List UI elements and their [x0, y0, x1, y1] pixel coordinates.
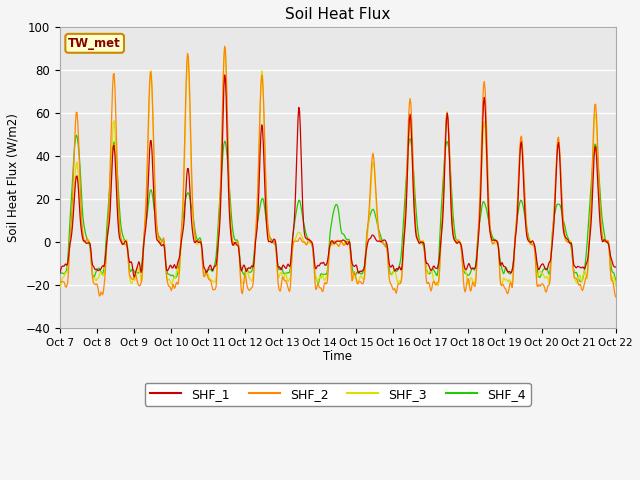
Title: Soil Heat Flux: Soil Heat Flux: [285, 7, 390, 22]
Text: TW_met: TW_met: [68, 37, 121, 50]
Y-axis label: Soil Heat Flux (W/m2): Soil Heat Flux (W/m2): [7, 113, 20, 242]
Legend: SHF_1, SHF_2, SHF_3, SHF_4: SHF_1, SHF_2, SHF_3, SHF_4: [145, 383, 531, 406]
X-axis label: Time: Time: [323, 350, 353, 363]
